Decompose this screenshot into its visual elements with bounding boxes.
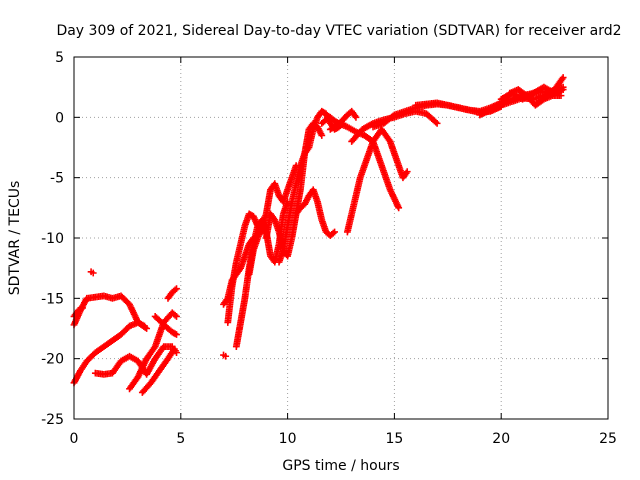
- data-series: [70, 74, 567, 396]
- x-tick-label: 5: [176, 431, 185, 447]
- series-track-n: [245, 162, 300, 278]
- data-point: [173, 285, 180, 293]
- series-track-b: [70, 304, 86, 320]
- data-point: [403, 168, 411, 176]
- data-point: [143, 325, 151, 332]
- series-track-t: [344, 126, 411, 236]
- series-track-i: [164, 285, 180, 302]
- data-point: [559, 74, 567, 81]
- data-point: [433, 119, 441, 127]
- y-tick-label: -15: [41, 291, 64, 307]
- data-point: [318, 132, 326, 139]
- series-track-e: [91, 343, 176, 378]
- data-point: [331, 228, 338, 236]
- data-point: [395, 204, 403, 212]
- x-axis-label: GPS time / hours: [282, 458, 399, 474]
- series-track-c: [70, 319, 151, 387]
- y-axis-label: SDTVAR / TECUs: [7, 181, 23, 296]
- series-track-f: [126, 309, 180, 393]
- data-point: [352, 113, 360, 121]
- series-track-r: [318, 107, 360, 127]
- x-tick-label: 15: [385, 431, 403, 447]
- data-point: [222, 352, 230, 360]
- series-track-q: [292, 186, 338, 239]
- axis-ticks: 0 5 10 15 20 25 -25 -20 -15 -10 -5 0 5: [41, 50, 617, 447]
- series-track-g: [138, 345, 180, 396]
- y-tick-label: 5: [55, 50, 64, 66]
- data-point: [173, 313, 180, 320]
- series-track-j: [220, 351, 230, 360]
- y-tick-label: -10: [41, 231, 64, 247]
- y-tick-label: -20: [41, 352, 64, 368]
- x-tick-label: 20: [492, 431, 510, 447]
- data-point: [559, 86, 567, 93]
- y-tick-label: -5: [50, 171, 64, 187]
- series-track-p: [275, 107, 347, 266]
- data-point: [173, 331, 180, 338]
- data-point: [557, 92, 565, 100]
- data-point: [89, 269, 97, 277]
- series-track-z: [506, 86, 565, 109]
- chart-title: Day 309 of 2021, Sidereal Day-to-day VTE…: [56, 23, 621, 39]
- data-point: [173, 349, 180, 357]
- x-tick-label: 25: [599, 431, 617, 447]
- series-track-d: [87, 268, 97, 277]
- x-tick-label: 10: [279, 431, 297, 447]
- data-point: [79, 304, 86, 312]
- y-tick-label: 0: [55, 110, 64, 126]
- y-tick-label: -25: [41, 412, 64, 428]
- x-tick-label: 0: [70, 431, 79, 447]
- series-track-h: [151, 313, 180, 338]
